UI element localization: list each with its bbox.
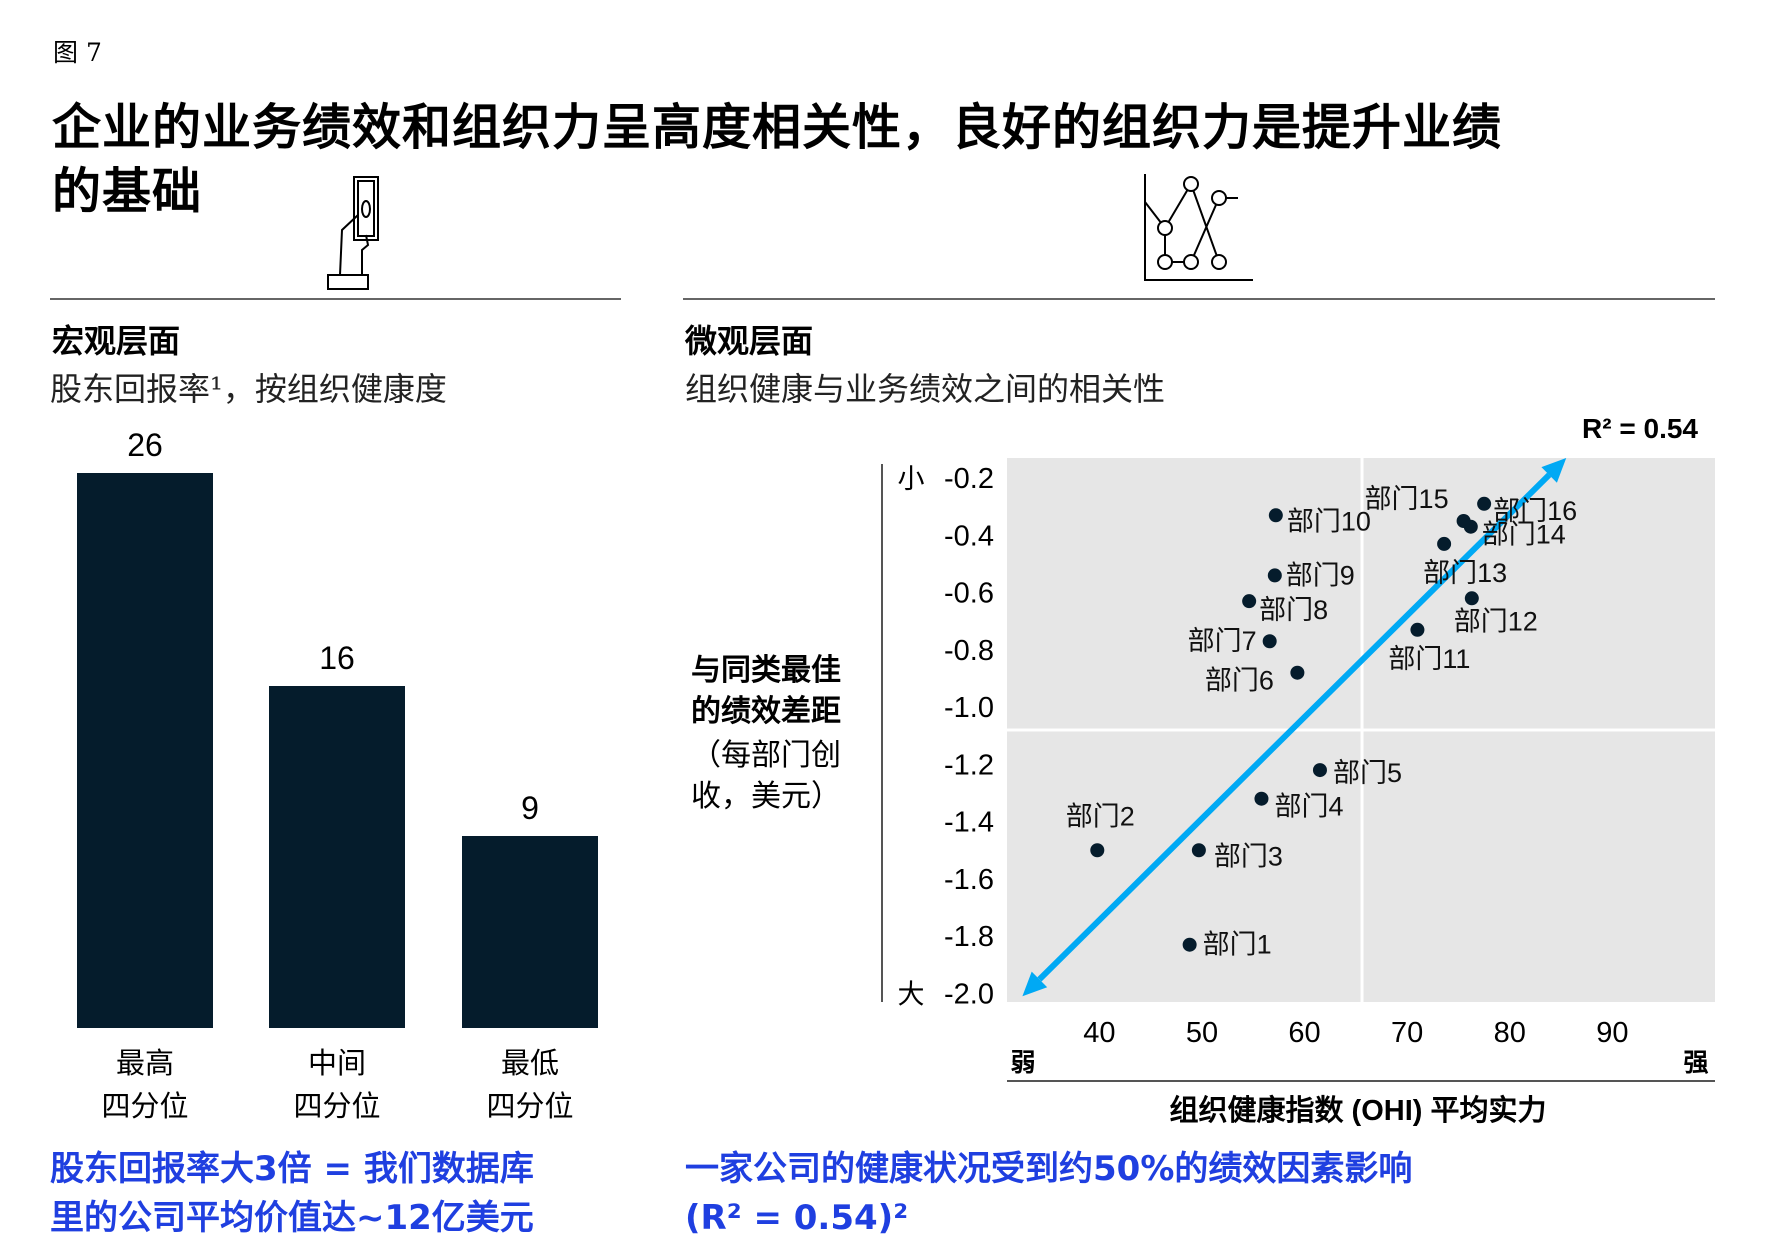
data-point xyxy=(1437,536,1452,551)
x-tick-label: 80 xyxy=(1494,1017,1526,1049)
page-title-line1: 企业的业务绩效和组织力呈高度相关性，良好的组织力是提升业绩 xyxy=(52,98,1503,156)
data-point-label: 部门10 xyxy=(1287,506,1371,536)
bar-value-label: 9 xyxy=(521,789,539,826)
y-axis-label-line1: 与同类最佳 xyxy=(691,653,841,688)
data-point-label: 部门2 xyxy=(1066,801,1135,831)
x-tick-label: 90 xyxy=(1596,1017,1628,1049)
left-subtitle: 股东回报率¹，按组织健康度 xyxy=(50,370,447,408)
data-point-label: 部门12 xyxy=(1454,606,1538,636)
y-axis-label-line4: 收，美元） xyxy=(691,779,841,814)
data-point xyxy=(1267,568,1282,583)
y-tick-label: -1.2 xyxy=(944,749,994,781)
bar-value-label: 26 xyxy=(127,427,163,463)
data-point-label: 部门15 xyxy=(1365,484,1449,514)
data-point-label: 部门6 xyxy=(1205,666,1274,696)
line-scatter-chart-icon xyxy=(1144,174,1253,281)
x-axis-label: 组织健康指数 (OHI) 平均实力 xyxy=(1170,1093,1547,1127)
y-tick-label: -0.2 xyxy=(944,463,994,495)
data-point xyxy=(1456,513,1471,528)
data-point xyxy=(1477,496,1492,511)
data-point xyxy=(1312,763,1327,778)
data-point xyxy=(1464,591,1479,606)
data-point xyxy=(1262,634,1277,649)
bar xyxy=(269,686,405,1028)
data-point-label: 部门3 xyxy=(1214,841,1283,871)
y-bottom-label: 大 xyxy=(898,979,925,1009)
left-heading: 宏观层面 xyxy=(52,322,181,360)
y-top-label: 小 xyxy=(898,464,925,494)
y-tick-label: -0.8 xyxy=(944,635,994,667)
data-point-label: 部门16 xyxy=(1493,496,1577,526)
y-tick-label: -0.4 xyxy=(944,520,994,552)
data-point-label: 部门14 xyxy=(1482,520,1566,550)
data-point-label: 部门4 xyxy=(1274,792,1343,822)
left-takeaway-line2: 里的公司平均价值达~12亿美元 xyxy=(50,1198,534,1238)
trend-arrow-line xyxy=(1037,472,1552,982)
data-point xyxy=(1242,594,1257,609)
y-tick-label: -0.6 xyxy=(944,578,994,610)
data-point xyxy=(1290,665,1305,680)
y-axis-label-line3: （每部门创 xyxy=(691,738,841,773)
data-point-label: 部门8 xyxy=(1259,595,1328,625)
right-divider xyxy=(683,298,1715,300)
r-squared-annotation: R² = 0.54 xyxy=(1582,413,1698,444)
data-point xyxy=(1268,508,1283,523)
data-point-label: 部门11 xyxy=(1388,644,1470,674)
data-point xyxy=(1182,937,1197,952)
data-point-label: 部门1 xyxy=(1203,930,1272,960)
y-tick-label: -2.0 xyxy=(944,978,994,1010)
x-tick-label: 40 xyxy=(1083,1017,1115,1049)
bar xyxy=(77,473,213,1028)
x-tick-label: 70 xyxy=(1391,1017,1423,1049)
bar-category-label: 最高 四分位 xyxy=(101,1046,189,1123)
data-point xyxy=(1254,791,1269,806)
bar-value-label: 16 xyxy=(319,640,355,677)
data-point xyxy=(1090,843,1105,858)
data-point xyxy=(1191,843,1206,858)
y-tick-label: -1.8 xyxy=(944,921,994,953)
trend-arrow-head xyxy=(1541,458,1567,483)
left-takeaway-line1: 股东回报率大3倍 = 我们数据库 xyxy=(50,1149,534,1189)
page-title-line2: 的基础 xyxy=(52,162,203,220)
right-takeaway-line1: 一家公司的健康状况受到约50%的绩效因素影响 xyxy=(685,1149,1413,1189)
x-low-label: 弱 xyxy=(1010,1049,1035,1077)
bar xyxy=(462,835,598,1028)
y-tick-label: -1.4 xyxy=(944,807,994,839)
figure-label: 图 7 xyxy=(53,38,102,67)
data-point-label: 部门9 xyxy=(1286,560,1355,590)
right-heading: 微观层面 xyxy=(685,322,814,360)
hand-holding-banknote-icon xyxy=(327,176,379,290)
y-tick-label: -1.0 xyxy=(944,692,994,724)
y-axis-label-line2: 的绩效差距 xyxy=(691,694,841,729)
y-tick-label: -1.6 xyxy=(944,864,994,896)
bar-category-label: 中间 四分位 xyxy=(293,1046,381,1123)
data-point-label: 部门13 xyxy=(1423,558,1507,588)
bar-category-label: 最低 四分位 xyxy=(486,1046,574,1123)
trend-arrow-tail-head xyxy=(1022,971,1048,997)
x-tick-label: 60 xyxy=(1288,1017,1320,1049)
right-subtitle: 组织健康与业务绩效之间的相关性 xyxy=(685,370,1166,408)
data-point-label: 部门7 xyxy=(1188,626,1257,656)
right-takeaway-line2: (R² = 0.54)² xyxy=(685,1198,909,1238)
left-divider xyxy=(50,298,621,300)
data-point-label: 部门5 xyxy=(1333,758,1402,788)
x-tick-label: 50 xyxy=(1186,1017,1218,1049)
x-high-label: 强 xyxy=(1683,1049,1708,1077)
data-point xyxy=(1410,622,1425,637)
